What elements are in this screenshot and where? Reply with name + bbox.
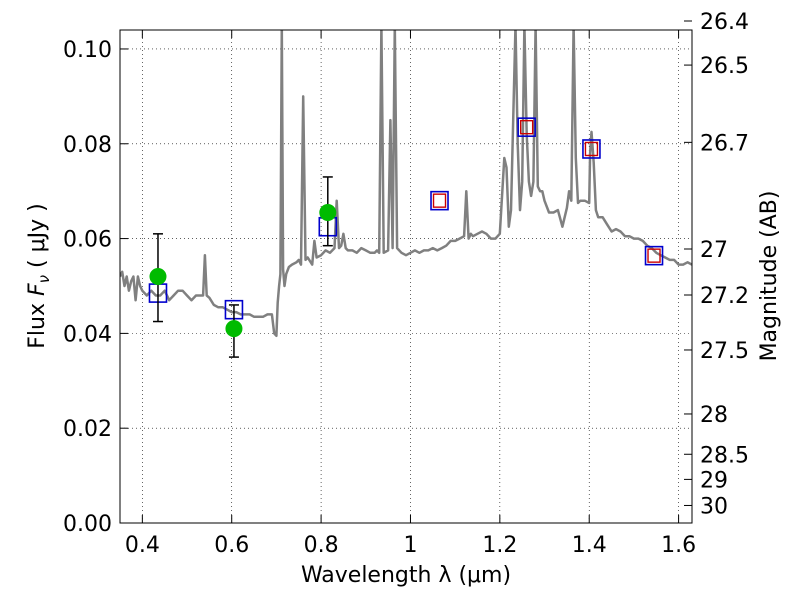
observed-point	[149, 268, 167, 285]
plot-area	[120, 30, 692, 523]
model-point-red	[584, 141, 599, 157]
y-tick-label: 0.02	[63, 417, 112, 442]
y-axis-label-units: ( μJy )	[25, 203, 50, 275]
y-axis-label: Flux Fν ( μJy )	[25, 203, 53, 348]
x-tick-label: 1.4	[572, 533, 607, 558]
y-tick-label: 0.00	[63, 512, 112, 537]
model-point-blue	[517, 117, 536, 137]
y-tick-label: 0.06	[63, 228, 112, 253]
mag-tick-label: 30	[700, 494, 728, 519]
y-tick-label: 0.10	[63, 38, 112, 63]
x-axis-label: Wavelength λ (μm)	[301, 563, 511, 588]
model-point-blue	[644, 245, 664, 266]
model-point-red	[432, 193, 447, 208]
x-tick-label: 1	[403, 533, 417, 558]
mag-tick-label: 29	[700, 468, 728, 493]
spectrum-layer	[120, 30, 692, 338]
y-axis-label-var: F	[25, 283, 50, 296]
y-axis-left: 0.00 0.02 0.04 0.06 0.08 0.10	[63, 38, 128, 537]
model-point-red	[647, 248, 661, 263]
model-point-red	[519, 119, 534, 135]
mag-tick-label: 28	[700, 403, 728, 428]
x-tick-label: 1.2	[482, 533, 517, 558]
x-tick-label: 0.8	[304, 533, 339, 558]
x-axis: 0.4 0.6 0.8 1 1.2 1.4 1.6	[125, 30, 696, 558]
y-axis-label-prefix: Flux	[25, 296, 50, 349]
y-tick-label: 0.08	[63, 133, 112, 158]
observed-photometry-layer	[149, 176, 337, 358]
mag-tick-label: 26.7	[700, 131, 749, 156]
mag-tick-label: 28.5	[700, 443, 749, 468]
mag-tick-label: 26.4	[700, 10, 749, 35]
observed-point	[319, 204, 337, 222]
model-point-blue	[430, 190, 449, 211]
x-tick-label: 0.4	[125, 533, 160, 558]
mag-tick-label: 26.5	[700, 54, 749, 79]
x-tick-label: 0.6	[214, 533, 249, 558]
mag-tick-label: 27	[700, 238, 728, 263]
spectrum-line	[120, 30, 692, 338]
observed-point	[225, 320, 243, 338]
mag-tick-label: 27.2	[700, 284, 749, 309]
y-axis-label-sub: ν	[35, 275, 53, 283]
x-tick-label: 1.6	[661, 533, 696, 558]
plot-frame	[119, 29, 693, 524]
y-tick-label: 0.04	[63, 322, 112, 347]
mag-tick-label: 27.5	[700, 339, 749, 364]
model-point-blue	[582, 139, 601, 159]
right-axis-label: Magnitude (AB)	[757, 191, 782, 362]
